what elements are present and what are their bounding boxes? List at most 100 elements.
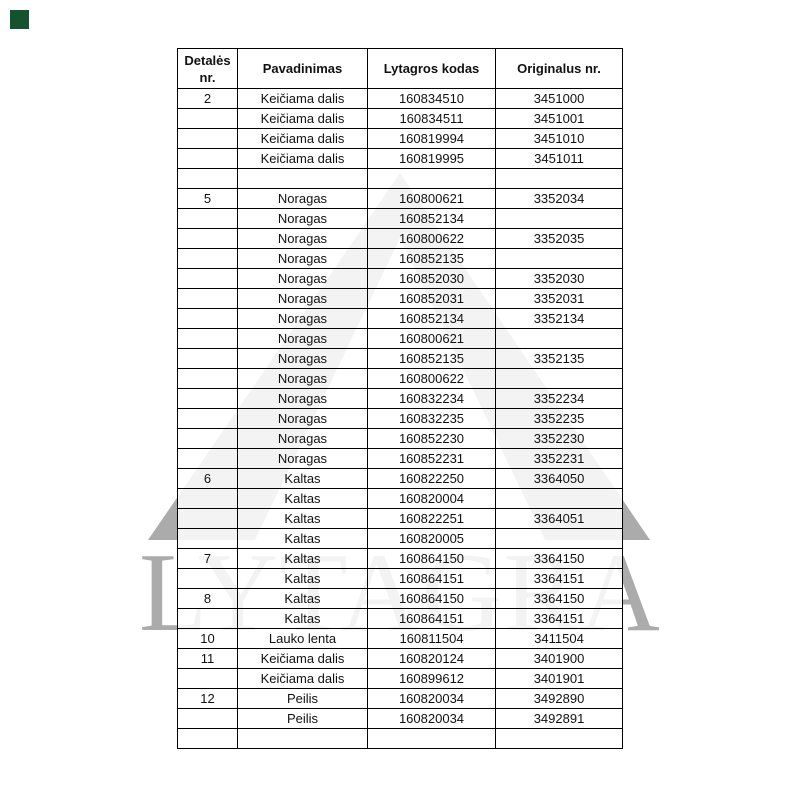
table-cell: Noragas bbox=[237, 428, 368, 449]
table-row: Noragas 160852230 3352230 bbox=[177, 428, 623, 449]
table-cell bbox=[177, 288, 238, 309]
table-cell: 3352231 bbox=[495, 448, 623, 469]
table-row: Keičiama dalis 160819994 3451010 bbox=[177, 128, 623, 149]
table-cell: 160864151 bbox=[367, 608, 496, 629]
table-cell: Noragas bbox=[237, 248, 368, 269]
parts-table: Detalės nr. Pavadinimas Lytagros kodas O… bbox=[177, 48, 623, 749]
table-body: 2 Keičiama dalis 160834510 3451000 Keičiama … bbox=[177, 88, 623, 749]
table-cell bbox=[177, 488, 238, 509]
table-cell: Keičiama dalis bbox=[237, 148, 368, 169]
table-cell: 11 bbox=[177, 648, 238, 669]
table-cell bbox=[367, 168, 496, 189]
table-cell: 160852135 bbox=[367, 348, 496, 369]
header-pavadinimas: Pavadinimas bbox=[237, 48, 368, 89]
table-cell: 3352030 bbox=[495, 268, 623, 289]
table-cell: Keičiama dalis bbox=[237, 108, 368, 129]
table-cell bbox=[177, 728, 238, 749]
table-cell: 160852231 bbox=[367, 448, 496, 469]
table-row: Noragas 160852031 3352031 bbox=[177, 288, 623, 309]
table-cell bbox=[177, 248, 238, 269]
table-cell: Noragas bbox=[237, 328, 368, 349]
table-cell: 3364150 bbox=[495, 548, 623, 569]
table-cell: 3364050 bbox=[495, 468, 623, 489]
table-row: 6 Kaltas 160822250 3364050 bbox=[177, 468, 623, 489]
table-cell: Kaltas bbox=[237, 548, 368, 569]
table-cell: 160800621 bbox=[367, 328, 496, 349]
table-cell: 3451010 bbox=[495, 128, 623, 149]
table-cell bbox=[177, 208, 238, 229]
table-cell: 160864150 bbox=[367, 548, 496, 569]
table-cell: 3352034 bbox=[495, 188, 623, 209]
table-cell bbox=[177, 368, 238, 389]
table-cell: Noragas bbox=[237, 188, 368, 209]
table-cell bbox=[177, 148, 238, 169]
parts-table-container: Detalės nr. Pavadinimas Lytagros kodas O… bbox=[177, 48, 623, 749]
table-cell: 160864150 bbox=[367, 588, 496, 609]
table-cell: Noragas bbox=[237, 268, 368, 289]
table-row: Kaltas 160820004 bbox=[177, 488, 623, 509]
table-row: Noragas 160852231 3352231 bbox=[177, 448, 623, 469]
table-cell bbox=[495, 208, 623, 229]
table-row: Keičiama dalis 160899612 3401901 bbox=[177, 668, 623, 689]
table-cell: 160852031 bbox=[367, 288, 496, 309]
table-cell bbox=[177, 608, 238, 629]
table-cell: 3352031 bbox=[495, 288, 623, 309]
table-cell: 160819995 bbox=[367, 148, 496, 169]
table-cell bbox=[495, 528, 623, 549]
table-cell: 160852030 bbox=[367, 268, 496, 289]
table-cell: 160800622 bbox=[367, 368, 496, 389]
table-cell: 6 bbox=[177, 468, 238, 489]
table-cell: Keičiama dalis bbox=[237, 668, 368, 689]
table-cell: 160820004 bbox=[367, 488, 496, 509]
table-row: Noragas 160852135 bbox=[177, 248, 623, 269]
table-cell bbox=[177, 568, 238, 589]
table-cell bbox=[495, 488, 623, 509]
table-cell bbox=[177, 448, 238, 469]
table-cell: 160800622 bbox=[367, 228, 496, 249]
table-cell: 160811504 bbox=[367, 628, 496, 649]
table-cell: 3352234 bbox=[495, 388, 623, 409]
table-cell: Kaltas bbox=[237, 568, 368, 589]
table-cell: 2 bbox=[177, 88, 238, 109]
header-lytagros-kodas: Lytagros kodas bbox=[367, 48, 496, 89]
table-cell: 160899612 bbox=[367, 668, 496, 689]
table-cell: Kaltas bbox=[237, 468, 368, 489]
table-cell: Noragas bbox=[237, 388, 368, 409]
table-cell: Noragas bbox=[237, 348, 368, 369]
table-header-row: Detalės nr. Pavadinimas Lytagros kodas O… bbox=[177, 48, 623, 89]
table-row: Peilis 160820034 3492891 bbox=[177, 708, 623, 729]
table-cell: 3352230 bbox=[495, 428, 623, 449]
table-row: Noragas 160800622 bbox=[177, 368, 623, 389]
table-cell bbox=[495, 368, 623, 389]
table-row: Noragas 160852135 3352135 bbox=[177, 348, 623, 369]
table-cell bbox=[177, 328, 238, 349]
table-cell: 3364151 bbox=[495, 608, 623, 629]
table-row: Noragas 160832234 3352234 bbox=[177, 388, 623, 409]
table-row: Kaltas 160864151 3364151 bbox=[177, 568, 623, 589]
table-row: 2 Keičiama dalis 160834510 3451000 bbox=[177, 88, 623, 109]
header-detales-nr: Detalės nr. bbox=[177, 48, 238, 89]
table-cell: 160820005 bbox=[367, 528, 496, 549]
table-row: 10 Lauko lenta 160811504 3411504 bbox=[177, 628, 623, 649]
table-row: Keičiama dalis 160834511 3451001 bbox=[177, 108, 623, 129]
table-cell: 3352235 bbox=[495, 408, 623, 429]
table-cell: Lauko lenta bbox=[237, 628, 368, 649]
table-cell: Kaltas bbox=[237, 608, 368, 629]
table-cell: 160820034 bbox=[367, 688, 496, 709]
table-row: Noragas 160800621 bbox=[177, 328, 623, 349]
table-cell: Noragas bbox=[237, 308, 368, 329]
corner-marker-square bbox=[10, 10, 29, 29]
table-row: Noragas 160832235 3352235 bbox=[177, 408, 623, 429]
table-row: Kaltas 160864151 3364151 bbox=[177, 608, 623, 629]
table-cell: 3492890 bbox=[495, 688, 623, 709]
table-cell: Noragas bbox=[237, 368, 368, 389]
table-cell: 160852230 bbox=[367, 428, 496, 449]
table-cell: Keičiama dalis bbox=[237, 648, 368, 669]
table-row: Kaltas 160822251 3364051 bbox=[177, 508, 623, 529]
table-cell bbox=[177, 428, 238, 449]
table-cell: 10 bbox=[177, 628, 238, 649]
table-row: Noragas 160852134 3352134 bbox=[177, 308, 623, 329]
table-cell bbox=[177, 228, 238, 249]
table-cell: 7 bbox=[177, 548, 238, 569]
